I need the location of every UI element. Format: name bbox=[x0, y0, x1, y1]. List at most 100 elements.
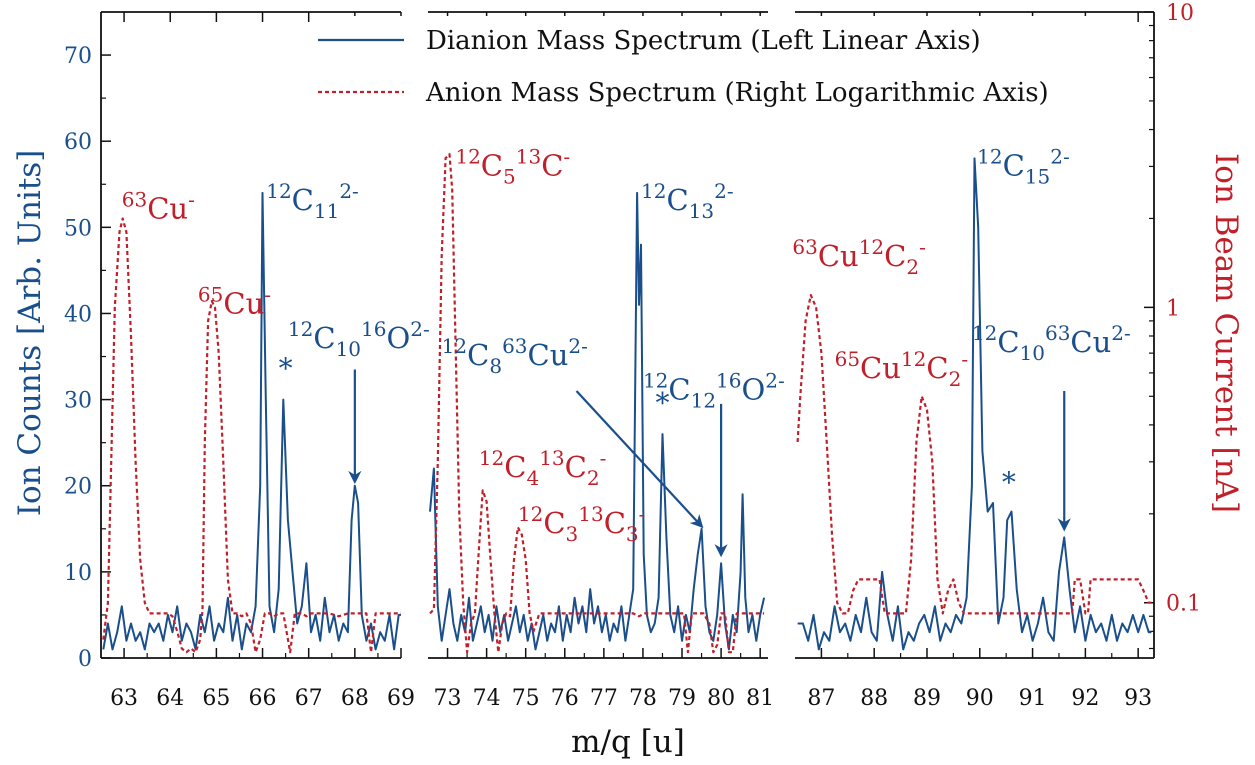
peak-label-part: 2- bbox=[714, 179, 733, 203]
peak-label-part: 12 bbox=[288, 317, 313, 341]
left-tick-label: 0 bbox=[78, 647, 92, 672]
peak-label-part: C bbox=[668, 373, 690, 407]
legend-label-dianion: Dianion Mass Spectrum (Left Linear Axis) bbox=[426, 26, 981, 56]
x-tick-label: 74 bbox=[473, 686, 501, 711]
peak-label-part: 13 bbox=[578, 502, 603, 526]
peak-label-part: O bbox=[742, 373, 766, 407]
peak-label-part: 5 bbox=[503, 165, 516, 189]
x-tick-label: 65 bbox=[202, 686, 230, 711]
x-tick-label: 81 bbox=[746, 686, 774, 711]
x-tick-label: 79 bbox=[668, 686, 696, 711]
peak-label-part: 12 bbox=[972, 321, 997, 345]
peak-label-part: 12 bbox=[641, 179, 666, 203]
peak-label-part: 63 bbox=[502, 334, 527, 358]
peak-label-part: 12 bbox=[901, 347, 926, 371]
peak-label-part: 12 bbox=[455, 145, 480, 169]
dianion-series-line bbox=[797, 157, 1152, 651]
anion-series-line bbox=[796, 294, 1152, 615]
peak-label-part: C bbox=[1003, 149, 1025, 183]
right-tick-label: 1 bbox=[1166, 296, 1180, 321]
peak-label-a2: 65Cu- bbox=[198, 282, 271, 320]
peak-label-part: Cu bbox=[818, 239, 859, 273]
peak-label-part: - bbox=[961, 347, 968, 371]
annotation-layer: 63Cu-65Cu-12C112-12C1016O2-12C513C-12C13… bbox=[122, 145, 1131, 558]
secondary-peak-marker: * bbox=[279, 352, 293, 385]
peak-label-part: 2- bbox=[568, 334, 587, 358]
peak-label-part: 2 bbox=[949, 367, 962, 391]
peak-label-part: C bbox=[543, 506, 565, 540]
peak-label-part: 4 bbox=[526, 466, 539, 490]
anion-series-line bbox=[429, 153, 765, 654]
peak-label-a12: 65Cu12C2- bbox=[835, 347, 968, 391]
peak-label-part: C bbox=[292, 183, 314, 217]
peak-label-part: 3 bbox=[566, 522, 579, 546]
x-tick-label: 78 bbox=[629, 686, 657, 711]
peak-label-part: 12 bbox=[518, 502, 543, 526]
x-tick-label: 75 bbox=[512, 686, 540, 711]
peak-label-part: Cu bbox=[1070, 325, 1111, 359]
secondary-peak-marker: * bbox=[655, 387, 669, 420]
peak-label-a8: 12C1216O2- bbox=[643, 369, 785, 413]
peak-label-part: 65 bbox=[835, 347, 860, 371]
peak-label-part: - bbox=[188, 188, 195, 212]
left-tick-label: 20 bbox=[64, 475, 92, 500]
peak-label-part: 63 bbox=[1045, 321, 1070, 345]
peak-label-part: 12 bbox=[266, 179, 291, 203]
peak-label-part: 11 bbox=[314, 199, 339, 223]
x-tick-label: 63 bbox=[110, 686, 138, 711]
x-tick-label: 92 bbox=[1071, 686, 1099, 711]
peak-label-a14: 12C1063Cu2- bbox=[972, 321, 1131, 365]
peak-label-part: C bbox=[541, 149, 563, 183]
x-tick-label: 64 bbox=[156, 686, 184, 711]
peak-label-part: - bbox=[639, 502, 646, 526]
peak-label-part: 3 bbox=[626, 522, 639, 546]
legend-label-anion: Anion Mass Spectrum (Right Logarithmic A… bbox=[425, 78, 1049, 108]
anion-series-line bbox=[102, 217, 401, 654]
peak-label-part: 13 bbox=[516, 145, 541, 169]
peak-label-part: 2- bbox=[339, 179, 358, 203]
peak-label-part: - bbox=[600, 446, 607, 470]
x-tick-label: 68 bbox=[341, 686, 369, 711]
peak-label-part: 13 bbox=[539, 446, 564, 470]
peak-label-part: 12 bbox=[859, 235, 884, 259]
peak-label-part: C bbox=[481, 149, 503, 183]
peak-label-part: - bbox=[264, 282, 271, 306]
peak-label-part: 16 bbox=[716, 369, 741, 393]
peak-label-part: Cu bbox=[528, 338, 569, 372]
peak-label-part: C bbox=[604, 506, 626, 540]
peak-label-part: 12 bbox=[643, 369, 668, 393]
peak-label-part: C bbox=[565, 450, 587, 484]
right-y-axis: 0.1 1 10 bbox=[1144, 1, 1201, 650]
peak-label-part: C bbox=[884, 239, 906, 273]
peak-label-part: Cu bbox=[223, 286, 264, 320]
x-tick-label: 77 bbox=[590, 686, 618, 711]
x-axis-label: m/q [u] bbox=[571, 724, 685, 760]
peak-label-part: 2 bbox=[587, 466, 600, 490]
left-y-axis-label: Ion Counts [Arb. Units] bbox=[12, 150, 48, 517]
peak-label-part: 12 bbox=[977, 145, 1002, 169]
peak-label-part: 2- bbox=[410, 317, 429, 341]
dianion-series-line bbox=[429, 191, 766, 651]
peak-label-part: 13 bbox=[689, 199, 714, 223]
peak-label-part: 8 bbox=[489, 354, 502, 378]
x-tick-label: 69 bbox=[387, 686, 415, 711]
peak-label-a7: 12C863Cu2- bbox=[442, 334, 588, 378]
left-tick-label: 40 bbox=[64, 302, 92, 327]
peak-label-a10: 12C313C3- bbox=[518, 502, 646, 546]
peak-label-a9: 12C413C2- bbox=[479, 446, 607, 490]
x-tick-label: 67 bbox=[295, 686, 323, 711]
peak-label-a4: 12C1016O2- bbox=[288, 317, 430, 361]
peak-label-part: - bbox=[563, 145, 570, 169]
peak-label-part: 15 bbox=[1025, 165, 1050, 189]
peak-label-a6: 12C132- bbox=[641, 179, 734, 223]
peak-label-part: 65 bbox=[198, 282, 223, 306]
peak-label-part: 10 bbox=[336, 337, 361, 361]
peak-label-part: 63 bbox=[792, 235, 817, 259]
right-tick-label: 10 bbox=[1166, 1, 1194, 26]
x-tick-label: 76 bbox=[551, 686, 579, 711]
left-y-axis: 0 10 20 30 40 50 60 70 bbox=[64, 44, 111, 672]
peak-label-part: C bbox=[997, 325, 1019, 359]
peak-label-part: C bbox=[926, 351, 948, 385]
left-tick-label: 60 bbox=[64, 130, 92, 155]
